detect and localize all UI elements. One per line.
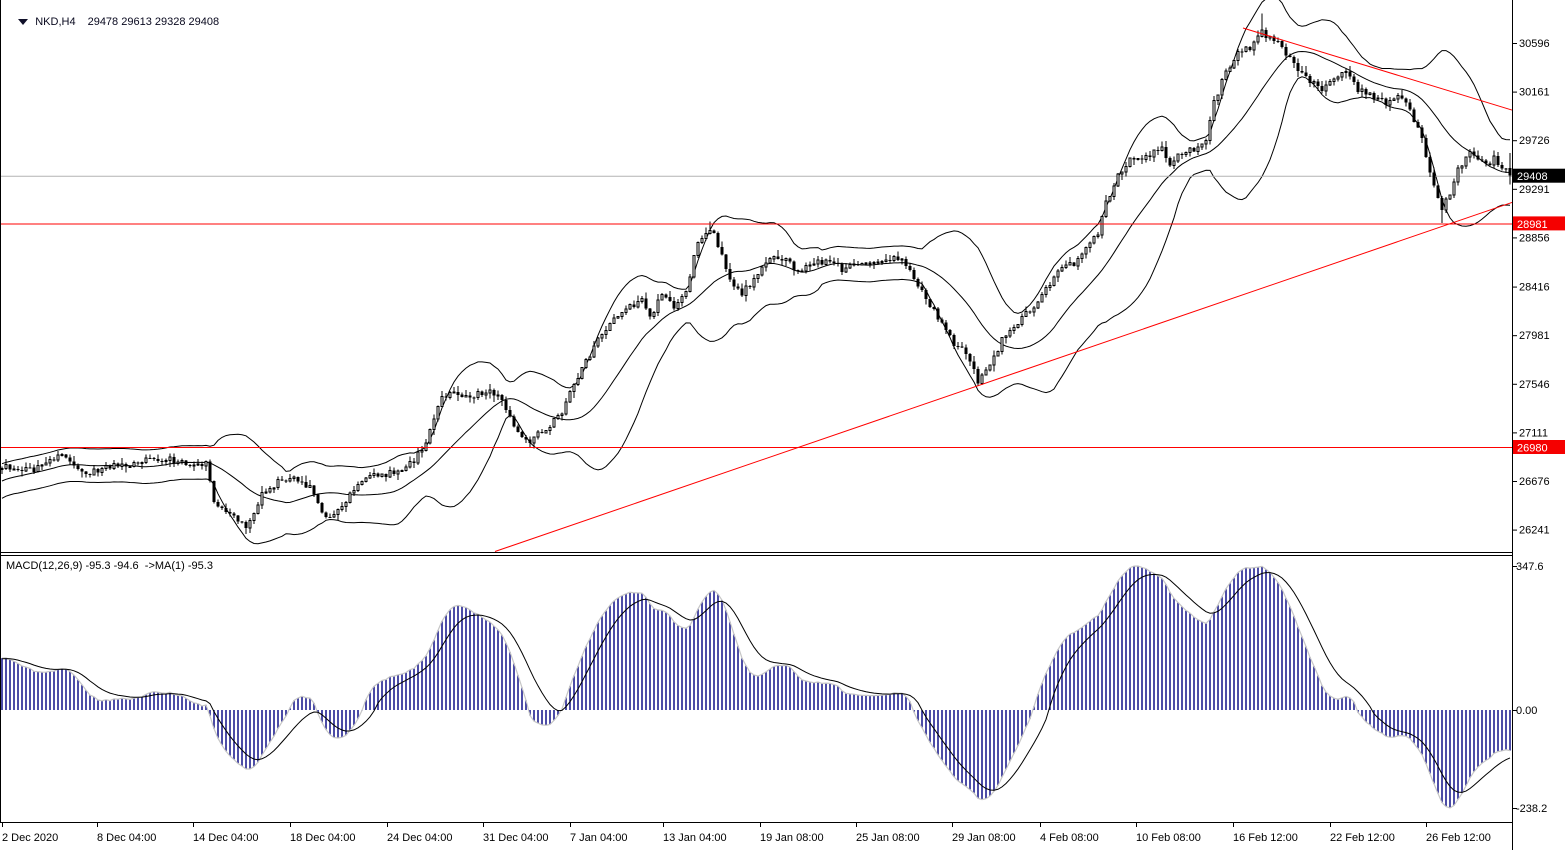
price-tick-label: 28856 <box>1519 232 1550 244</box>
time-tick-label: 8 Dec 04:00 <box>97 832 156 844</box>
macd-tick-label: 0.00 <box>1516 705 1537 717</box>
macd-histogram <box>1 566 1511 808</box>
price-tick-label: 29291 <box>1519 184 1550 196</box>
price-tick-label: 27546 <box>1519 379 1550 391</box>
macd-signal-line <box>1 572 1511 793</box>
price-tick-label: 27111 <box>1519 427 1548 439</box>
macd-tick-label: 347.6 <box>1516 561 1544 573</box>
current-price-marker <box>1513 168 1565 183</box>
time-tick-label: 14 Dec 04:00 <box>193 832 258 844</box>
price-tick-label: 27981 <box>1519 330 1550 342</box>
trendlines[interactable] <box>494 27 1513 552</box>
symbol-triangle-icon <box>18 19 29 25</box>
level-price-marker <box>1513 216 1565 231</box>
pane-borders <box>0 0 1513 850</box>
level-price-marker-label: 28981 <box>1517 219 1548 231</box>
ohlc-values: 29478 29613 29328 29408 <box>87 16 220 28</box>
time-tick-label: 18 Dec 04:00 <box>290 832 355 844</box>
time-tick-label: 13 Jan 04:00 <box>663 832 727 844</box>
bollinger-lower-band <box>1 76 1511 545</box>
level-price-marker <box>1513 440 1565 454</box>
macd-tick-label: -238.2 <box>1516 803 1547 815</box>
bollinger-upper-band <box>1 0 1511 472</box>
price-tick-label: 30161 <box>1519 87 1550 99</box>
price-axis: 30596 30161 29726 29291 28856 28416 27981 27546… <box>1512 38 1550 815</box>
time-tick-label: 26 Feb 12:00 <box>1426 832 1491 844</box>
time-tick-label: 31 Dec 04:00 <box>483 832 548 844</box>
price-tick-label: 30596 <box>1519 38 1550 50</box>
price-tick-label: 26241 <box>1519 525 1550 537</box>
macd-indicator-label: MACD(12,26,9) -95.3 -94.6 ->MA(1) -95.3 <box>6 560 213 572</box>
current-price-marker-label: 29408 <box>1517 171 1548 183</box>
time-tick-label: 10 Feb 08:00 <box>1136 832 1201 844</box>
price-tick-label: 29726 <box>1519 135 1550 147</box>
time-tick-label: 22 Feb 12:00 <box>1330 832 1395 844</box>
time-axis: 2 Dec 2020 8 Dec 04:00 14 Dec 04:00 18 Dec … <box>2 822 1491 844</box>
macd-main-line <box>1 565 1511 809</box>
horizontal-level-lines[interactable] <box>0 223 1512 449</box>
bollinger-bands <box>1 0 1511 545</box>
level-price-marker-label: 26980 <box>1517 443 1548 455</box>
price-tick-label: 28416 <box>1519 282 1550 294</box>
bollinger-middle-band <box>1 50 1511 504</box>
macd-indicator <box>1 565 1511 809</box>
trendline-up[interactable] <box>494 201 1513 552</box>
symbol-period-label: NKD,H4 <box>35 16 76 28</box>
time-tick-label: 25 Jan 08:00 <box>856 832 920 844</box>
candlesticks <box>0 13 1512 535</box>
price-tick-label: 26676 <box>1519 476 1550 488</box>
chart-title: NKD,H4 29478 29613 29328 29408 <box>6 4 219 40</box>
time-tick-label: 7 Jan 04:00 <box>570 832 628 844</box>
axis-price-markers: 29408 28981 26980 <box>1513 168 1565 455</box>
time-tick-label: 24 Dec 04:00 <box>387 832 452 844</box>
time-tick-label: 29 Jan 08:00 <box>952 832 1016 844</box>
time-tick-label: 4 Feb 08:00 <box>1040 832 1099 844</box>
trendline-down[interactable] <box>1242 27 1513 111</box>
time-tick-label: 16 Feb 12:00 <box>1233 832 1298 844</box>
time-tick-label: 19 Jan 08:00 <box>760 832 824 844</box>
time-tick-label: 2 Dec 2020 <box>2 832 58 844</box>
